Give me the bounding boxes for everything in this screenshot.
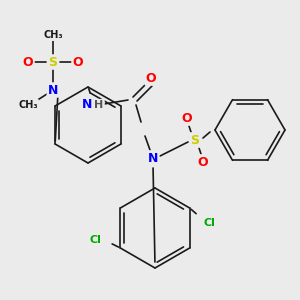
Text: N: N bbox=[48, 83, 58, 97]
Text: Cl: Cl bbox=[89, 235, 101, 245]
Text: CH₃: CH₃ bbox=[43, 30, 63, 40]
Text: CH₃: CH₃ bbox=[18, 100, 38, 110]
Text: O: O bbox=[146, 71, 156, 85]
Text: H: H bbox=[94, 100, 103, 110]
Text: O: O bbox=[23, 56, 33, 68]
Text: O: O bbox=[198, 155, 208, 169]
Text: Cl: Cl bbox=[204, 218, 216, 228]
Text: O: O bbox=[73, 56, 83, 68]
Text: O: O bbox=[182, 112, 192, 124]
Text: N: N bbox=[148, 152, 158, 164]
Text: S: S bbox=[49, 56, 58, 68]
Text: S: S bbox=[190, 134, 200, 146]
Text: N: N bbox=[82, 98, 92, 112]
